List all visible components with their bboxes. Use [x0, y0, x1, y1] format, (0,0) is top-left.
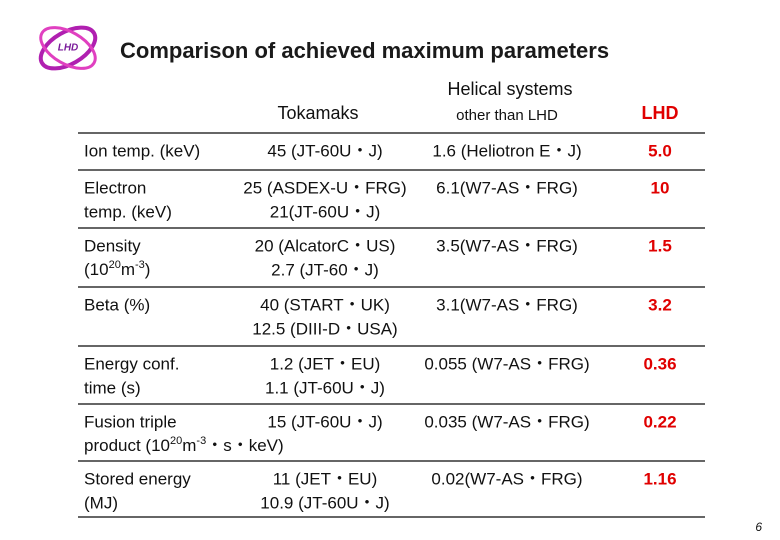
cell-text: 1.6 (Heliotron E・J) — [432, 141, 581, 160]
text-segment: m — [182, 436, 196, 455]
logo: LHD — [38, 25, 98, 71]
cell-text: Density — [84, 236, 141, 255]
superscript: -3 — [135, 259, 145, 271]
cell-text: 15 (JT-60U・J) — [267, 412, 382, 431]
column-header: other than LHD — [456, 107, 558, 124]
page-number: 6 — [755, 520, 762, 534]
cell-text: Ion temp. (keV) — [84, 141, 200, 160]
cell-text: Stored energy — [84, 469, 191, 488]
slide-title: Comparison of achieved maximum parameter… — [120, 38, 609, 63]
cell-text: 1.2 (JET・EU) — [270, 354, 381, 373]
cell-text: 21(JT-60U・J) — [270, 202, 381, 221]
text-segment: (10 — [84, 260, 109, 279]
cell-text: 25 (ASDEX-U・FRG) — [243, 178, 406, 197]
superscript: 20 — [109, 259, 121, 271]
text-segment: product (10 — [84, 436, 170, 455]
cell-text: 20 (AlcatorC・US) — [255, 236, 396, 255]
cell-text: 40 (START・UK) — [260, 295, 390, 314]
cell-text: 0.055 (W7-AS・FRG) — [424, 354, 589, 373]
cell-text: time (s) — [84, 378, 141, 397]
cell-text: 12.5 (DIII-D・USA) — [252, 319, 397, 338]
cell-text: 0.035 (W7-AS・FRG) — [424, 412, 589, 431]
cell-text: 0.02(W7-AS・FRG) — [431, 469, 582, 488]
cell-text: 2.7 (JT-60・J) — [271, 260, 379, 279]
cell-text: Fusion triple — [84, 412, 177, 431]
cell-text: product (1020m-3・s・keV) — [84, 435, 284, 456]
text-segment: ) — [145, 260, 151, 279]
cell-text: Electron — [84, 178, 146, 197]
cell-text: 1.1 (JT-60U・J) — [265, 378, 385, 397]
lhd-value: 0.22 — [643, 412, 676, 431]
cell-text: 45 (JT-60U・J) — [267, 141, 382, 160]
logo-text: LHD — [58, 43, 79, 54]
lhd-value: 3.2 — [648, 295, 672, 314]
lhd-value: 1.16 — [643, 469, 676, 488]
cell-text: 3.5(W7-AS・FRG) — [436, 236, 578, 255]
text-segment: m — [121, 260, 135, 279]
cell-text: Energy conf. — [84, 354, 179, 373]
cell-text: 10.9 (JT-60U・J) — [260, 493, 389, 512]
cell-text: 3.1(W7-AS・FRG) — [436, 295, 578, 314]
cell-text: 11 (JET・EU) — [273, 469, 378, 488]
superscript: 20 — [170, 435, 182, 447]
lhd-value: 10 — [651, 178, 670, 197]
superscript: -3 — [196, 435, 206, 447]
cell-text: (1020m-3) — [84, 259, 150, 280]
column-header: Helical systems — [447, 79, 572, 99]
cell-text: temp. (keV) — [84, 202, 172, 221]
cell-text: 6.1(W7-AS・FRG) — [436, 178, 578, 197]
text-segment: ・s・keV) — [206, 436, 283, 455]
lhd-value: 0.36 — [643, 354, 676, 373]
lhd-value: 1.5 — [648, 236, 672, 255]
cell-text: Beta (%) — [84, 295, 150, 314]
lhd-value: 5.0 — [648, 141, 672, 160]
column-header: Tokamaks — [277, 103, 358, 123]
cell-text: (MJ) — [84, 493, 118, 512]
column-header: LHD — [642, 103, 679, 123]
